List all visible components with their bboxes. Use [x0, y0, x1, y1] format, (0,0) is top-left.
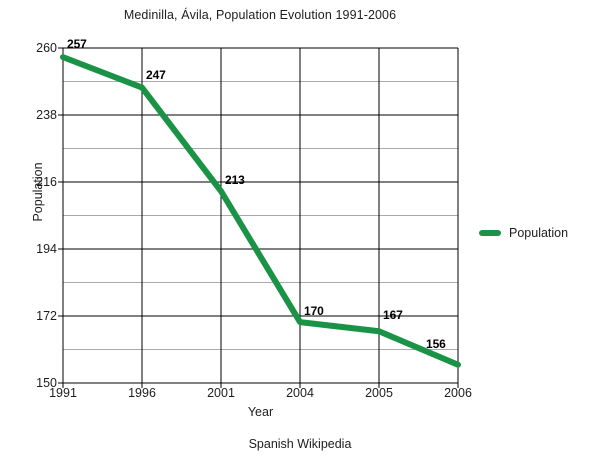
x-axis-tick-label: 2005: [365, 386, 393, 400]
legend-swatch-population: [479, 230, 501, 236]
chart-caption: Spanish Wikipedia: [248, 437, 352, 451]
x-axis-tick-label: 2004: [286, 386, 314, 400]
data-point-label: 156: [426, 336, 446, 351]
x-axis-tick-labels: 1991 1996 2001 2004 2005 2006: [49, 386, 472, 408]
data-point-label: 247: [146, 67, 166, 82]
x-axis-tick-label: 2006: [444, 386, 472, 400]
series-population-line: [60, 54, 461, 368]
data-point-label: 257: [67, 37, 87, 52]
y-axis-tick-label: 172: [36, 309, 57, 323]
y-axis-tick-label: 194: [36, 242, 57, 256]
population-polyline: [60, 54, 461, 368]
chart-title: Medinilla, Ávila, Population Evolution 1…: [123, 8, 397, 22]
x-axis-title: Year: [247, 405, 274, 419]
x-axis-tick-label: 1996: [128, 386, 156, 400]
axis-tick-marks: [58, 47, 459, 388]
legend-label-population: Population: [509, 226, 569, 240]
data-point-label: 213: [225, 173, 245, 188]
vertical-gridlines: [62, 48, 459, 383]
data-point-label: 167: [383, 308, 403, 323]
plot-canvas: [58, 47, 461, 388]
y-axis-tick-label: 260: [36, 41, 57, 55]
y-axis-tick-label: 216: [36, 175, 57, 189]
major-gridlines: [63, 47, 458, 384]
plot-area: [58, 47, 461, 388]
y-axis-title: Population: [31, 162, 45, 222]
y-axis-tick-label: 150: [36, 376, 57, 390]
chart-legend: Population: [479, 226, 568, 240]
data-point-label: 170: [304, 304, 324, 319]
x-axis-tick-label: 2001: [207, 386, 235, 400]
y-axis-tick-labels: 150 172 194 216 238 260: [12, 41, 57, 390]
minor-gridlines: [63, 81, 458, 350]
y-axis-tick-label: 238: [36, 108, 57, 122]
x-axis-tick-label: 1991: [49, 386, 77, 400]
